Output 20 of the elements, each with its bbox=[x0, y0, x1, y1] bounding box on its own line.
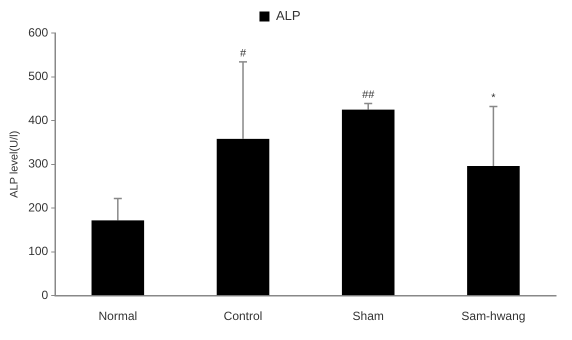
y-tick-label: 100 bbox=[28, 244, 49, 258]
bar bbox=[467, 166, 520, 296]
y-axis-title: ALP level(U/l) bbox=[8, 130, 21, 198]
bar bbox=[216, 138, 270, 296]
x-tick-label: Sam-hwang bbox=[461, 309, 526, 324]
annotation: # bbox=[240, 47, 247, 60]
bar bbox=[342, 110, 394, 296]
x-tick-label: Control bbox=[224, 309, 262, 324]
y-tick-label: 300 bbox=[28, 156, 49, 171]
x-tick-label: Normal bbox=[98, 309, 138, 324]
y-tick-label: 400 bbox=[28, 112, 49, 127]
y-tick-label: 600 bbox=[28, 25, 49, 40]
annotation: * bbox=[491, 92, 496, 104]
bar bbox=[92, 220, 144, 296]
annotation: ## bbox=[362, 88, 376, 101]
x-tick-label: Sham bbox=[352, 309, 384, 324]
legend-label: ALP bbox=[276, 8, 301, 24]
y-tick-label: 500 bbox=[28, 69, 49, 84]
y-tick-label: 0 bbox=[42, 288, 49, 302]
y-tick-label: 200 bbox=[28, 200, 49, 214]
